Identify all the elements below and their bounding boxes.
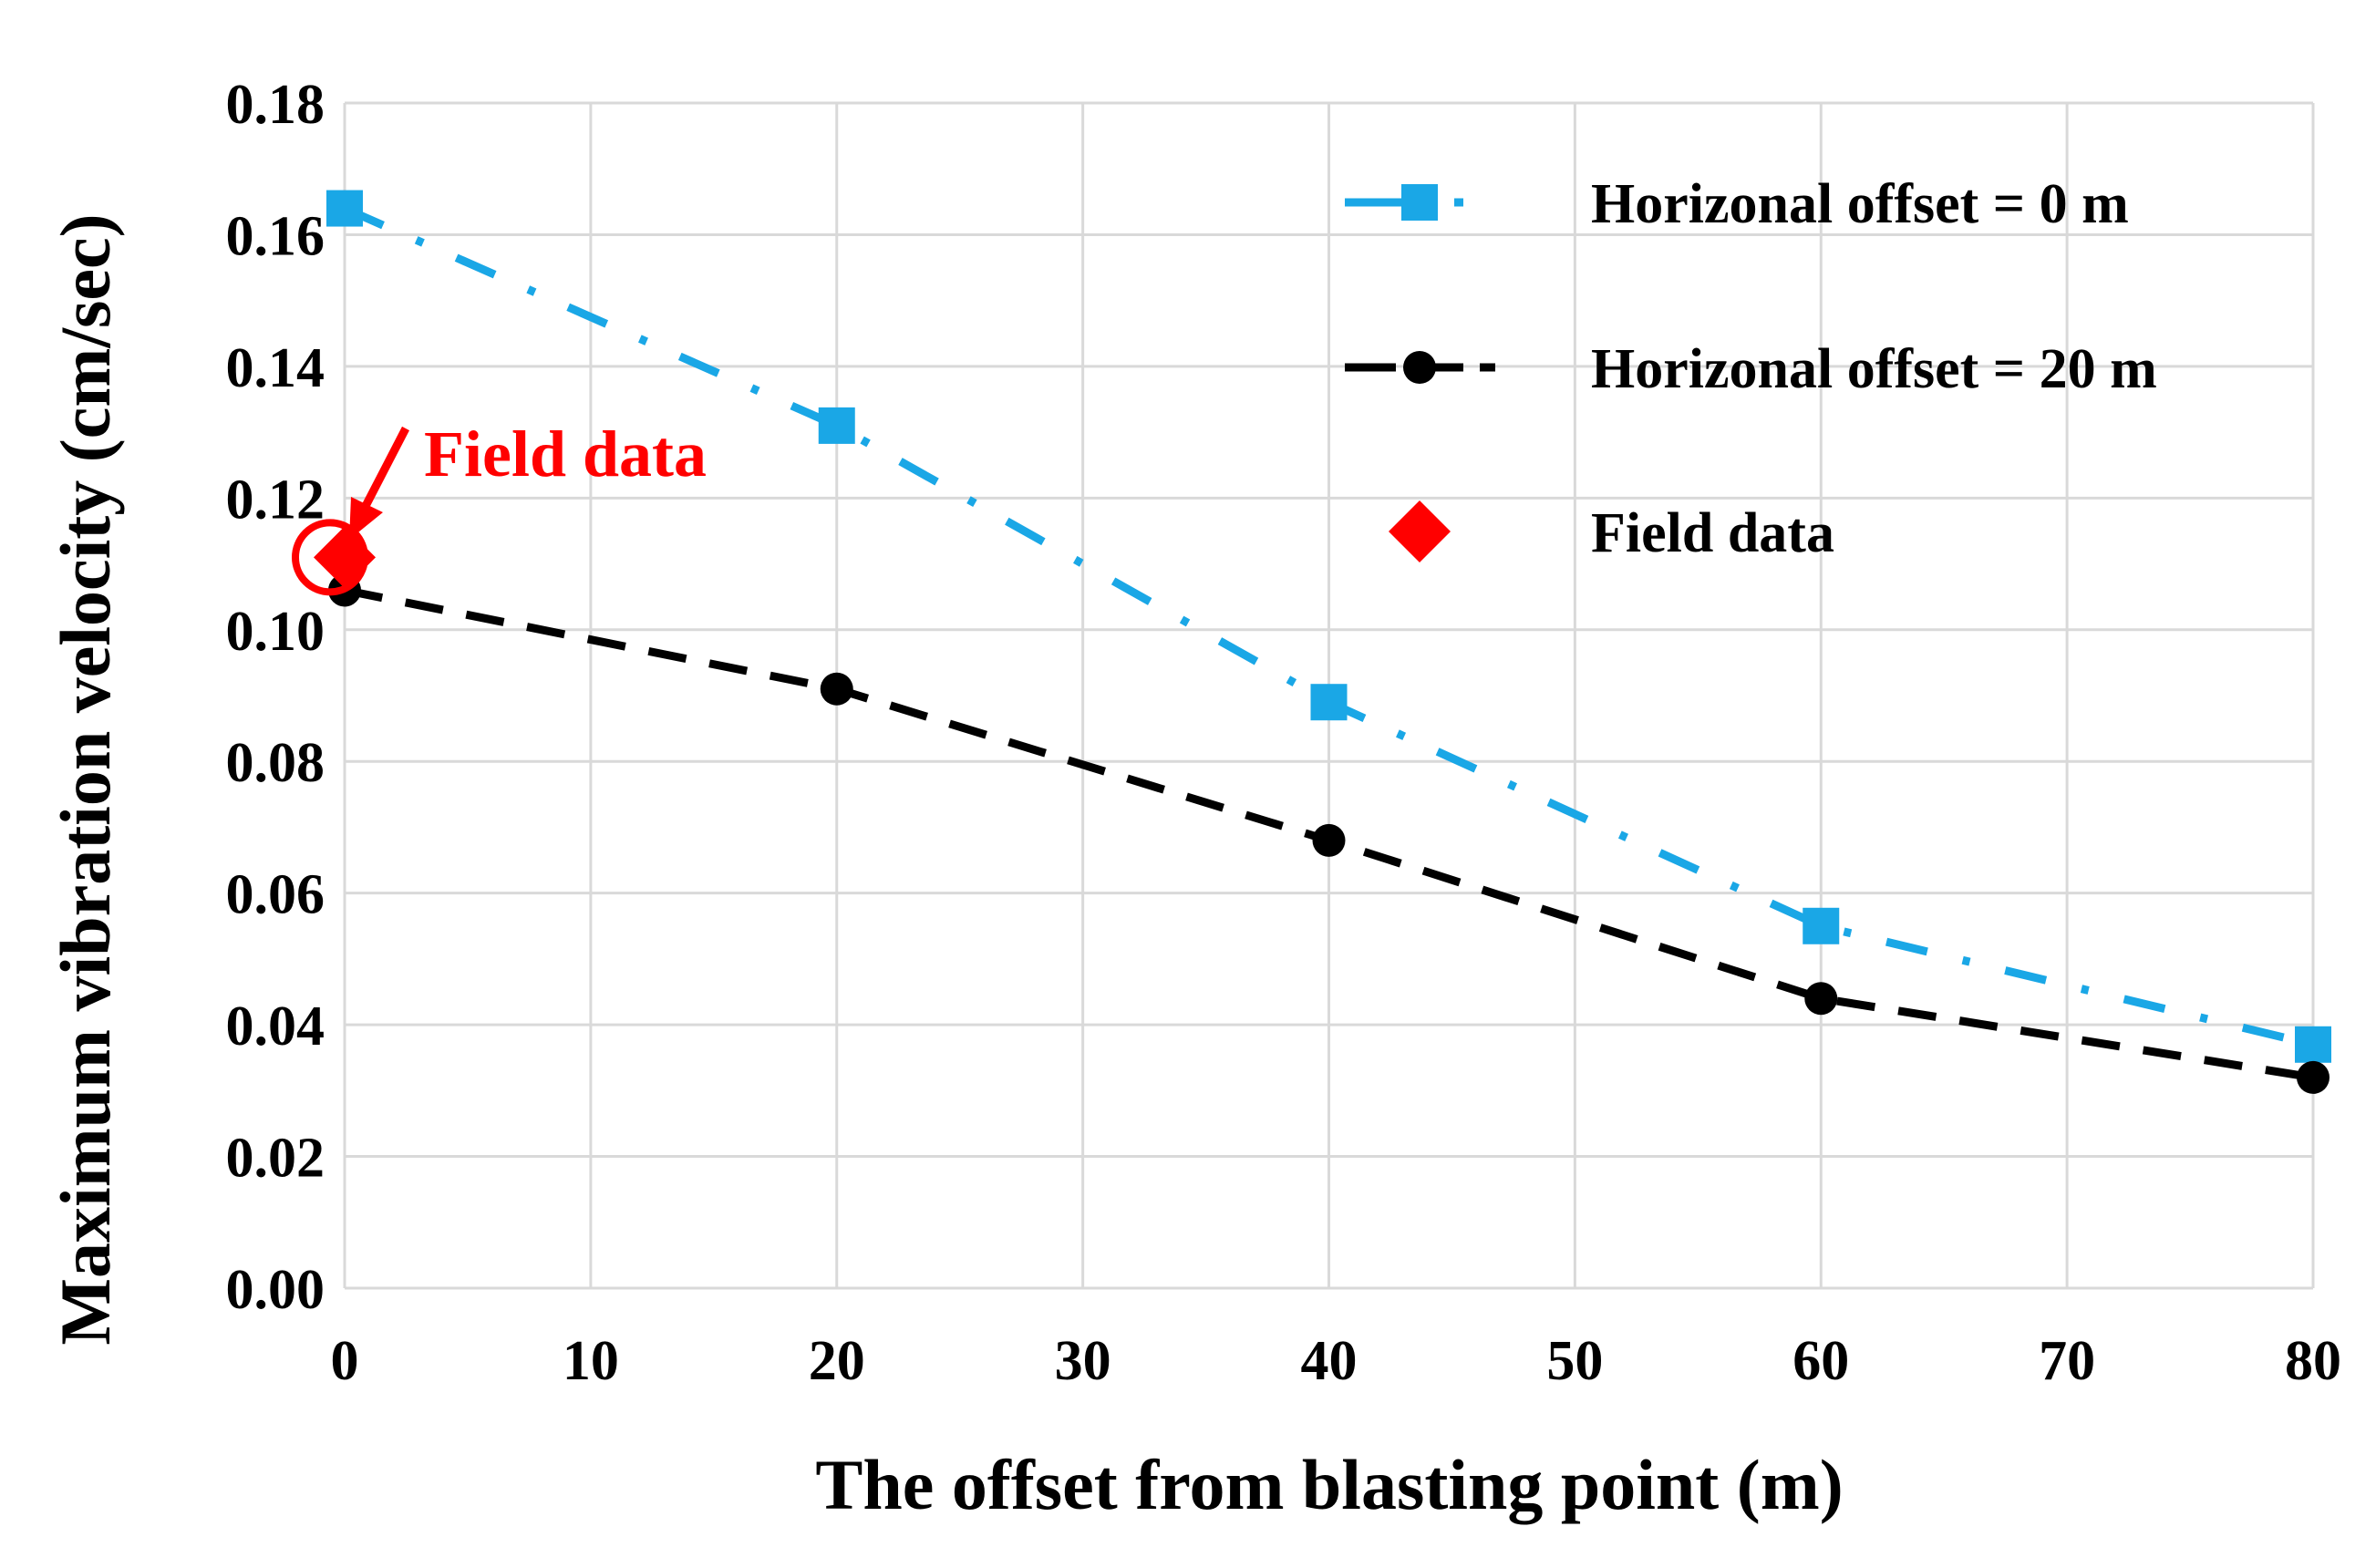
legend: Horizonal offset = 0 m Horizonal offset =… [1345,173,2157,564]
data-point [2295,1026,2331,1063]
legend-marker [1401,184,1438,221]
annotation-circle [292,519,368,596]
x-tick-label: 10 [563,1330,619,1392]
legend-marker [1389,500,1451,562]
x-axis-title: The offset from blasting point (m) [815,1445,1843,1524]
legend-label: Horizonal offset = 0 m [1591,173,2129,235]
legend-label: Horizonal offset = 20 m [1591,338,2157,400]
legend-label: Field data [1591,502,1834,564]
y-tick-label: 0.10 [226,601,325,663]
series-1 [328,573,2330,1094]
data-point [1310,684,1348,721]
y-tick-label: 0.12 [226,469,325,531]
y-tick-label: 0.06 [226,864,325,926]
x-tick-label: 0 [331,1330,359,1392]
x-tick-label: 50 [1546,1330,1603,1392]
x-tick-label: 40 [1301,1330,1358,1392]
legend-item-1: Horizonal offset = 20 m [1345,338,2157,400]
data-point [820,672,853,706]
y-tick-label: 0.18 [226,74,325,136]
x-tick-label: 70 [2039,1330,2095,1392]
legend-item-2: Field data [1389,500,1834,564]
annotation-label: Field data [424,418,707,490]
y-axis-title: Maximum vibration velocity (cm/sec) [46,213,125,1345]
data-point [1312,823,1346,857]
data-point [1803,907,1840,944]
annotation-arrow-shaft [361,426,409,511]
y-tick-label: 0.14 [226,337,325,399]
series-layer [314,190,2331,1094]
legend-marker [1403,351,1436,384]
data-point [818,407,855,444]
x-tick-label: 60 [1792,1330,1849,1392]
y-tick-label: 0.16 [226,205,325,267]
series-0 [326,190,2331,1063]
y-tick-label: 0.04 [226,995,325,1057]
x-tick-label: 80 [2285,1330,2341,1392]
x-tick-label: 20 [809,1330,865,1392]
data-point [2297,1060,2330,1094]
annotation-arrow-head [349,497,383,540]
legend-item-0: Horizonal offset = 0 m [1345,173,2129,235]
y-tick-label: 0.00 [226,1259,325,1321]
y-tick-label: 0.02 [226,1128,325,1190]
annotation-layer: Field data [292,418,707,596]
data-point [326,190,363,227]
axis-layer: 0.00 0.02 0.04 0.06 0.08 0.10 0.12 0.14 0.16 0.18… [226,74,2342,1392]
x-tick-label: 30 [1055,1330,1111,1392]
y-tick-label: 0.08 [226,732,325,794]
data-point [1804,982,1838,1016]
